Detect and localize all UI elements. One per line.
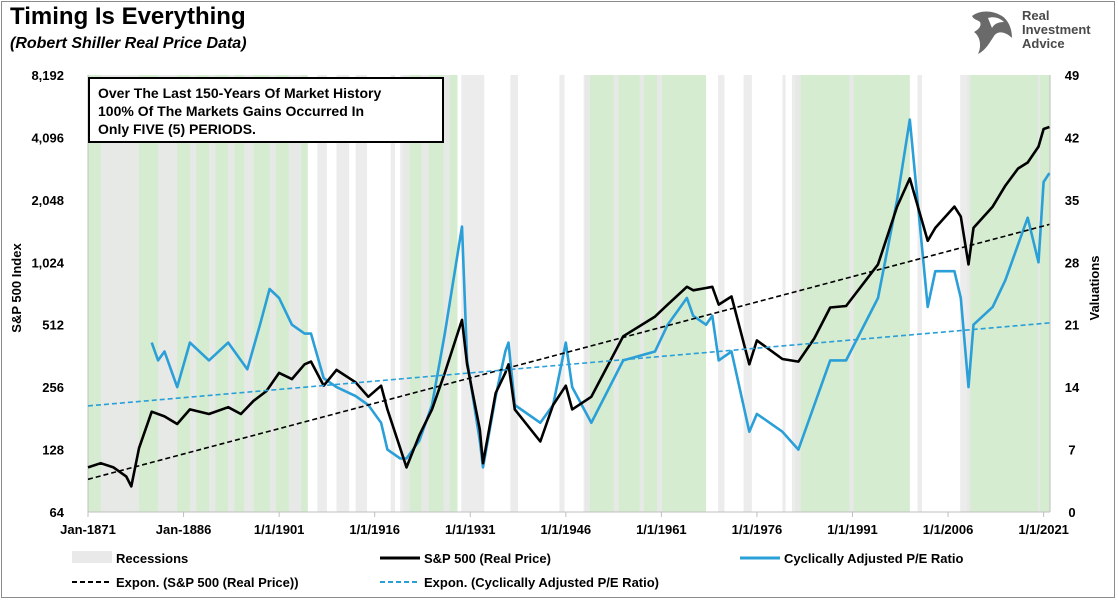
bull-period-band	[967, 75, 1050, 512]
y-tick-label-right: 35	[1065, 193, 1079, 208]
annotation-line-2: 100% Of The Markets Gains Occurred In	[98, 103, 365, 119]
recession-band	[1037, 75, 1040, 512]
legend-recession-swatch	[72, 551, 112, 563]
recession-band	[189, 75, 197, 512]
recession-band	[421, 75, 429, 512]
legend-label: Expon. (S&P 500 (Real Price))	[116, 575, 299, 590]
recession-band	[336, 75, 350, 512]
x-tick-label: Jan-1886	[156, 522, 212, 537]
y-tick-label-left: 1,024	[31, 255, 64, 270]
y-axis-label-right: Valuations	[1087, 255, 1102, 320]
x-tick-label: Jan-1871	[60, 522, 116, 537]
recession-band	[317, 75, 327, 512]
annotation-box: Over The Last 150-Years Of Market Histor…	[88, 77, 444, 143]
x-tick-label: 1/1/1991	[827, 522, 878, 537]
recession-band	[960, 75, 971, 512]
axes: 64 128 256 512 1,024 2,048 4,096 8,192 0 7 14 21 28 3…	[31, 68, 1080, 537]
recession-bands	[100, 75, 1040, 512]
legend: Recessions S&P 500 (Real Price) Cyclically…	[72, 551, 963, 590]
y-axis-label-left: S&P 500 Index	[9, 243, 24, 333]
logo-line-1: Real	[1022, 8, 1050, 23]
y-tick-label-left: 128	[42, 443, 64, 458]
brand-logo-text: Real Investment Advice	[1022, 9, 1091, 51]
recession-band	[443, 75, 450, 512]
annotation-line-1: Over The Last 150-Years Of Market Histor…	[98, 85, 382, 101]
y-tick-label-right: 21	[1065, 318, 1079, 333]
y-tick-label-left: 64	[50, 505, 65, 520]
y-tick-label-left: 2,048	[31, 193, 64, 208]
y-tick-label-right: 7	[1068, 443, 1075, 458]
recession-band	[228, 75, 235, 512]
x-tick-label: 1/1/1931	[445, 522, 496, 537]
x-tick-label: 1/1/1916	[349, 522, 400, 537]
y-tick-label-left: 512	[42, 318, 64, 333]
recession-band	[559, 75, 565, 512]
y-tick-label-left: 8,192	[31, 68, 64, 83]
logo-line-3: Advice	[1022, 36, 1065, 51]
y-tick-label-right: 28	[1065, 255, 1079, 270]
recession-band	[791, 75, 801, 512]
series-lines	[87, 118, 1051, 488]
y-tick-label-left: 256	[42, 380, 64, 395]
annotation-line-3: Only FIVE (5) PERIODS.	[98, 121, 256, 137]
logo-line-2: Investment	[1022, 22, 1091, 37]
recession-band	[209, 75, 216, 512]
recession-band	[100, 75, 139, 512]
eagle-logo-icon	[972, 11, 1012, 54]
recession-band	[288, 75, 302, 512]
x-tick-label: 1/1/2021	[1018, 522, 1069, 537]
x-tick-label: 1/1/2006	[923, 522, 974, 537]
recession-band	[461, 75, 485, 512]
bull-period-band	[584, 75, 706, 512]
cape-line	[150, 118, 1051, 469]
recession-band	[917, 75, 922, 512]
y-tick-label-right: 42	[1065, 130, 1079, 145]
legend-label: Cyclically Adjusted P/E Ratio	[784, 551, 963, 566]
recession-band	[400, 75, 410, 512]
legend-label: S&P 500 (Real Price)	[424, 551, 551, 566]
x-tick-label: 1/1/1976	[732, 522, 783, 537]
chart-title: Timing Is Everything	[10, 3, 246, 30]
x-tick-label: 1/1/1946	[541, 522, 592, 537]
recession-band	[244, 75, 254, 512]
sp500-line	[87, 125, 1050, 488]
x-tick-label: 1/1/1901	[254, 522, 305, 537]
recession-band	[743, 75, 752, 512]
x-tick-label: 1/1/1961	[636, 522, 687, 537]
recession-band	[639, 75, 645, 512]
recession-band	[849, 75, 854, 512]
recession-band	[355, 75, 368, 512]
y-tick-label-right: 49	[1065, 68, 1079, 83]
recession-band	[390, 75, 396, 512]
recession-band	[158, 75, 178, 512]
y-tick-label-right: 14	[1065, 380, 1080, 395]
legend-label: Expon. (Cyclically Adjusted P/E Ratio)	[424, 575, 659, 590]
cape-trend-line	[87, 322, 1050, 407]
recession-band	[613, 75, 619, 512]
y-tick-label-right: 0	[1068, 505, 1075, 520]
y-tick-label-left: 4,096	[31, 130, 64, 145]
legend-label: Recessions	[116, 551, 188, 566]
recession-band	[782, 75, 786, 512]
chart-subtitle: (Robert Shiller Real Price Data)	[10, 35, 247, 52]
sp500-trend-line	[87, 223, 1050, 481]
recession-band	[510, 75, 519, 512]
recession-band	[583, 75, 591, 512]
recession-band	[656, 75, 663, 512]
recession-band	[718, 75, 725, 512]
